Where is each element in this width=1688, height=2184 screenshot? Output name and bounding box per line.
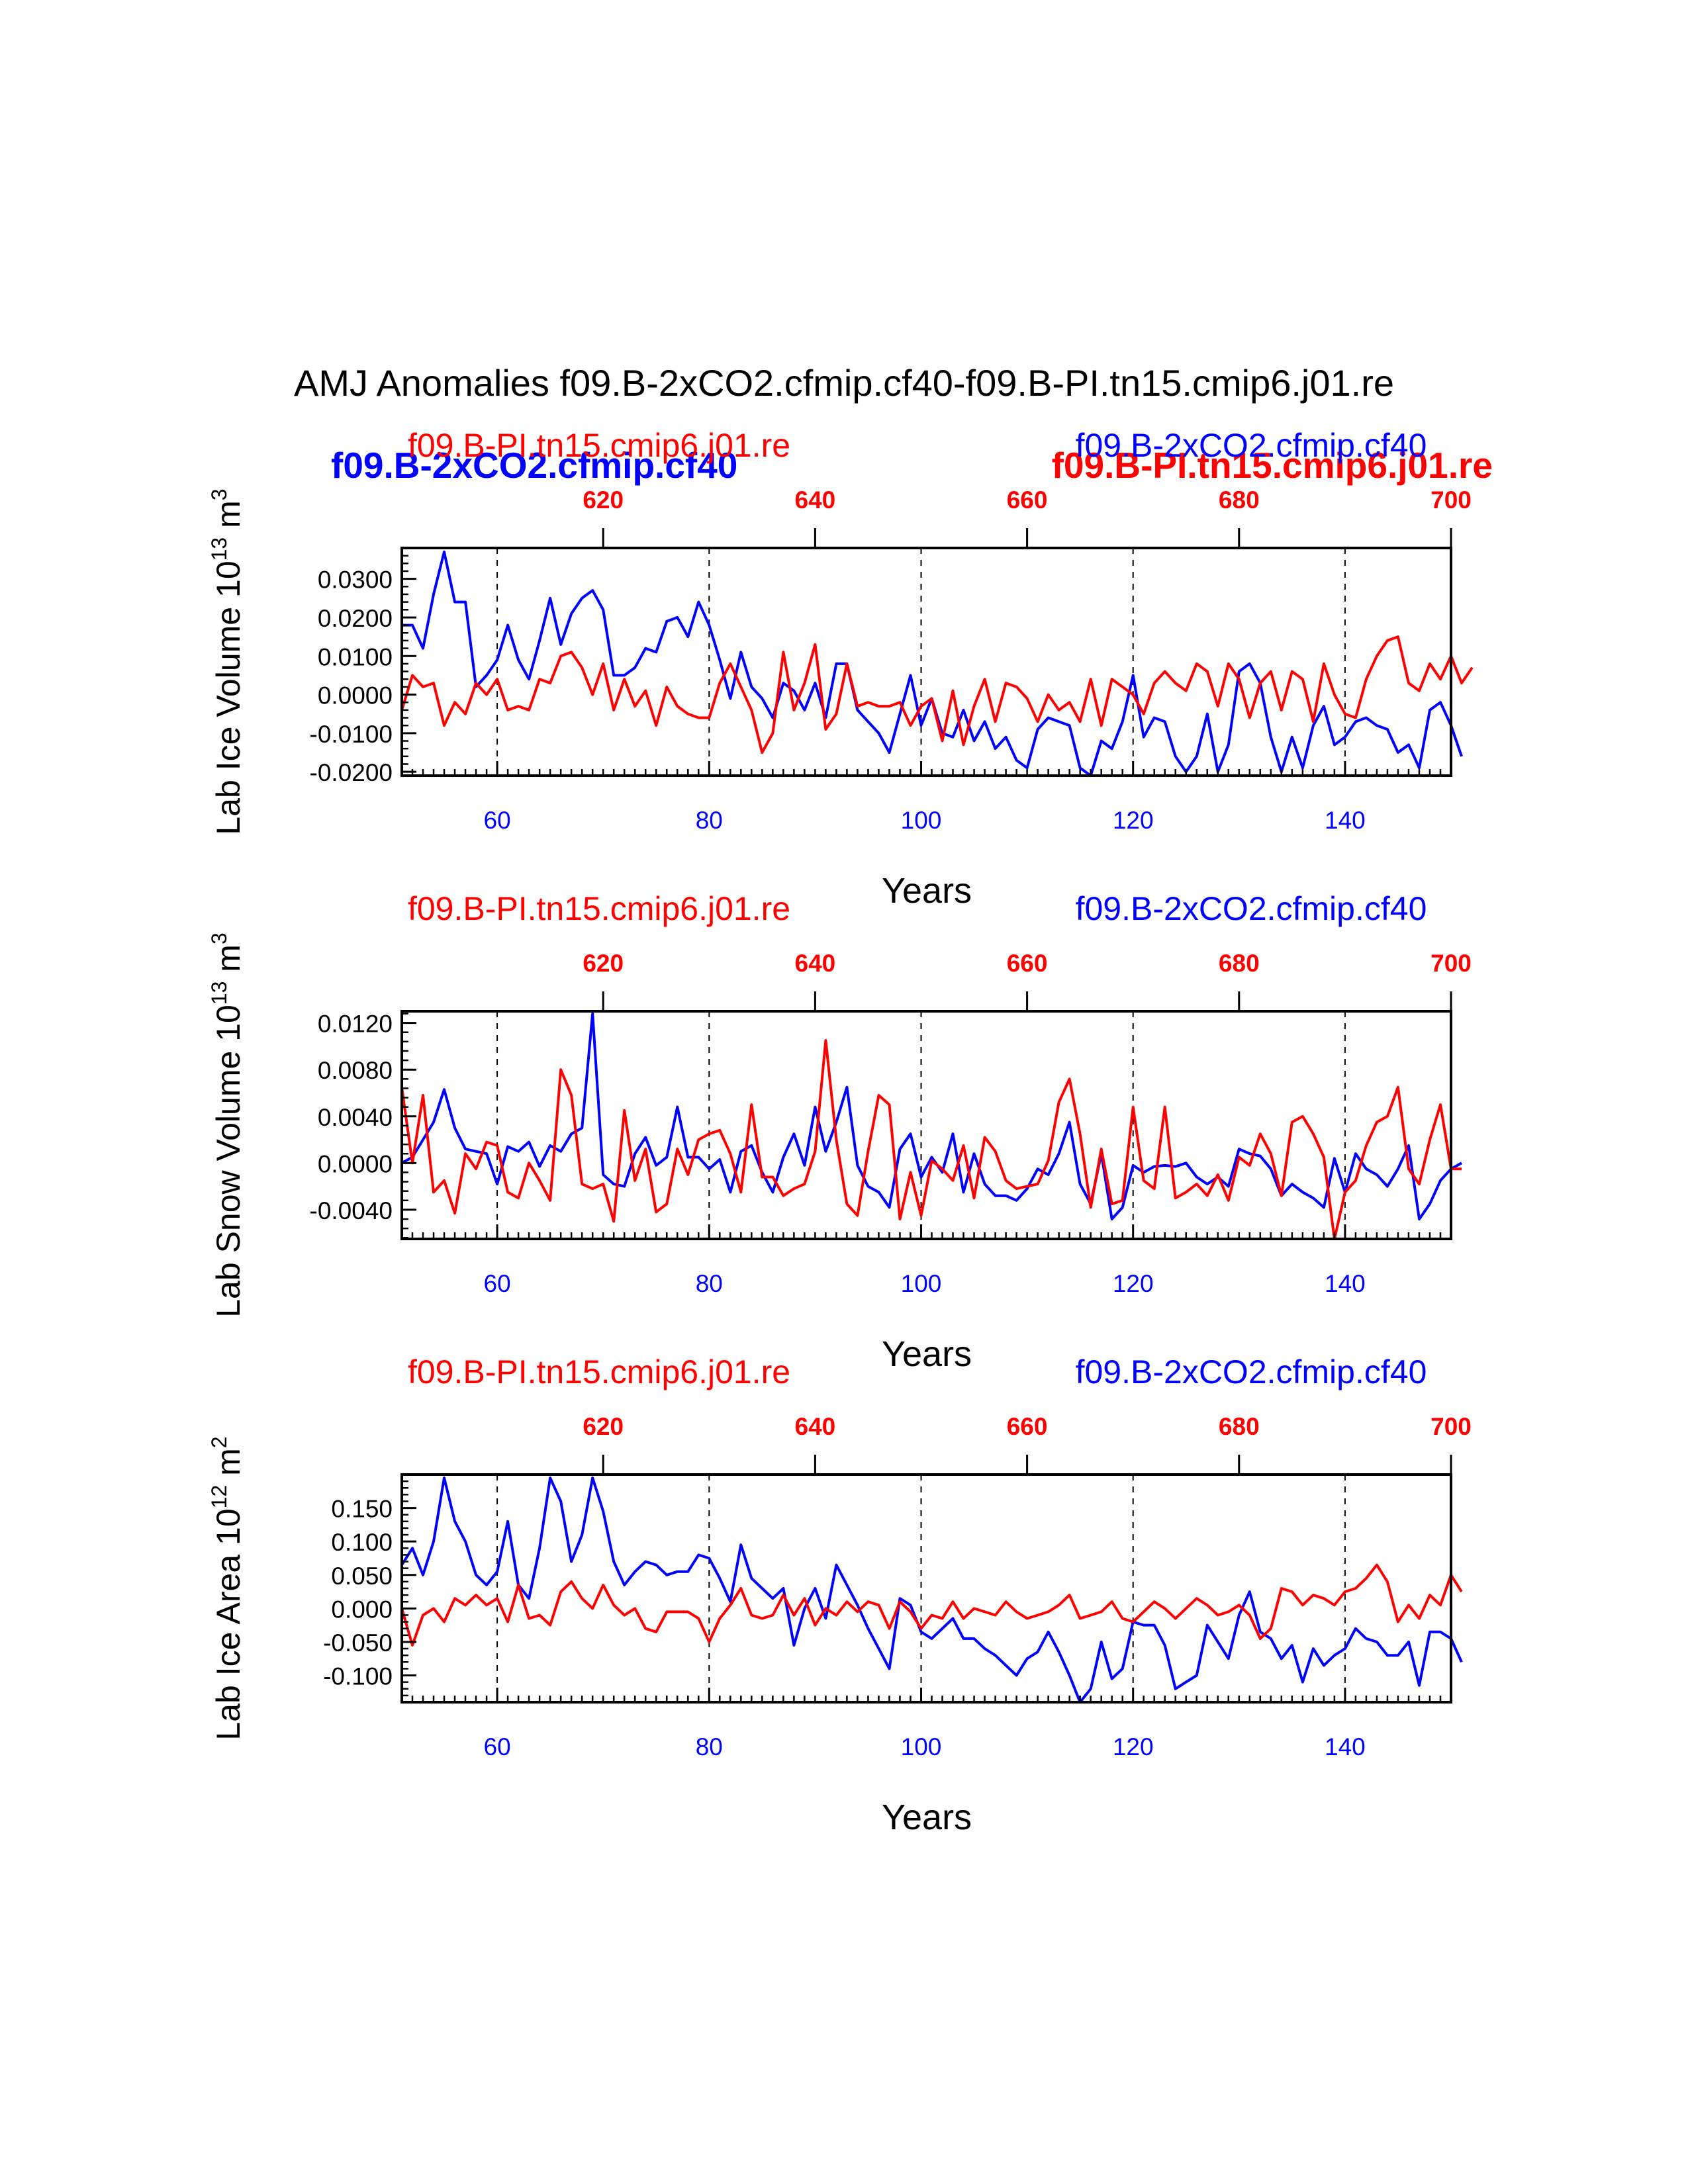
y-tick-label: -0.050 [323, 1629, 393, 1657]
subtitle-left: f09.B-PI.tn15.cmip6.j01.re [408, 890, 790, 927]
y-tick-label: 0.0200 [318, 605, 393, 632]
y-tick-label: 0.100 [331, 1529, 393, 1556]
x-axis-label: Years [882, 871, 972, 911]
overlay-legend-red: f09.B-PI.tn15.cmip6.j01.re [1052, 445, 1493, 486]
y-axis-label: Lab Ice Area 1012 m2 [207, 1436, 247, 1740]
y-tick-label: 0.0100 [318, 643, 393, 670]
series-line-red [400, 1563, 1463, 1647]
y-tick-label: -0.100 [323, 1663, 393, 1690]
x-tick-label-top: 640 [795, 950, 836, 977]
x-tick-label-top: 660 [1007, 950, 1048, 977]
x-tick-label-top: 700 [1430, 486, 1472, 514]
y-tick-label: 0.150 [331, 1496, 393, 1523]
subtitle-left: f09.B-PI.tn15.cmip6.j01.re [408, 427, 790, 464]
panel-ice_area: -0.100 -0.050 0.000 0.050 0.100 0.150 60 80 100 1… [207, 1353, 1472, 1837]
x-tick-label-bottom: 60 [484, 807, 511, 834]
y-tick-label: 0.050 [331, 1563, 393, 1590]
x-tick-label-bottom: 140 [1325, 1733, 1366, 1760]
x-tick-label-top: 680 [1219, 950, 1260, 977]
panel-ice_volume: -0.0200 -0.0100 0.0000 0.0100 0.0200 0.0300 60… [207, 427, 1474, 911]
x-tick-label-top: 680 [1219, 1413, 1260, 1440]
subtitle-left: f09.B-PI.tn15.cmip6.j01.re [408, 1353, 790, 1390]
x-tick-label-bottom: 80 [696, 807, 723, 834]
y-tick-label: 0.0040 [318, 1104, 393, 1131]
x-tick-label-bottom: 120 [1113, 1270, 1154, 1297]
y-tick-label: -0.0200 [310, 759, 393, 786]
x-tick-label-top: 660 [1007, 486, 1048, 514]
y-tick-label: 0.0120 [318, 1011, 393, 1038]
series-line-blue [400, 1477, 1463, 1704]
plot-frame [400, 547, 1452, 777]
panel-snow_volume: -0.0040 0.0000 0.0040 0.0080 0.0120 60 80 100 12… [207, 890, 1472, 1374]
x-tick-label-bottom: 140 [1325, 807, 1366, 834]
x-tick-label-bottom: 100 [901, 1270, 942, 1297]
y-axis-label: Lab Ice Volume 1013 m3 [207, 488, 247, 835]
subtitle-right: f09.B-2xCO2.cfmip.cf40 [1076, 1353, 1427, 1390]
y-tick-label: 0.0300 [318, 567, 393, 594]
series-line-red [400, 1039, 1462, 1240]
x-tick-label-top: 620 [583, 486, 624, 514]
x-tick-label-top: 640 [795, 486, 836, 514]
panels: -0.0200 -0.0100 0.0000 0.0100 0.0200 0.0300 60… [207, 427, 1474, 1837]
x-tick-label-top: 680 [1219, 486, 1260, 514]
y-tick-label: 0.000 [331, 1596, 393, 1623]
x-tick-label-top: 620 [583, 950, 624, 977]
figure-title: AMJ Anomalies f09.B-2xCO2.cfmip.cf40-f09… [294, 362, 1394, 404]
x-tick-label-bottom: 120 [1113, 1733, 1154, 1760]
series-line-blue [401, 1012, 1462, 1220]
x-tick-label-top: 660 [1007, 1413, 1048, 1440]
x-tick-label-bottom: 100 [901, 1733, 942, 1760]
x-tick-label-top: 700 [1430, 950, 1472, 977]
y-tick-label: 0.0000 [318, 682, 393, 709]
x-tick-label-bottom: 60 [484, 1733, 511, 1760]
x-tick-label-bottom: 100 [901, 807, 942, 834]
subtitle-right: f09.B-2xCO2.cfmip.cf40 [1076, 427, 1427, 464]
x-tick-label-bottom: 120 [1113, 807, 1154, 834]
x-axis-label: Years [882, 1334, 972, 1374]
overlay-legend-blue: f09.B-2xCO2.cfmip.cf40 [331, 445, 737, 486]
x-tick-label-top: 700 [1430, 1413, 1472, 1440]
x-tick-label-top: 620 [583, 1413, 624, 1440]
series-line-red [400, 635, 1474, 754]
subtitle-right: f09.B-2xCO2.cfmip.cf40 [1076, 890, 1427, 927]
x-tick-label-top: 640 [795, 1413, 836, 1440]
x-tick-label-bottom: 80 [696, 1270, 723, 1297]
y-axis-label: Lab Snow Volume 1013 m3 [207, 933, 247, 1318]
y-tick-label: -0.0040 [310, 1197, 393, 1224]
x-axis-label: Years [882, 1797, 972, 1837]
x-tick-label-bottom: 60 [484, 1270, 511, 1297]
x-tick-label-bottom: 140 [1325, 1270, 1366, 1297]
y-tick-label: 0.0080 [318, 1057, 393, 1084]
x-tick-label-bottom: 80 [696, 1733, 723, 1760]
y-tick-label: -0.0100 [310, 721, 393, 748]
y-tick-label: 0.0000 [318, 1150, 393, 1177]
